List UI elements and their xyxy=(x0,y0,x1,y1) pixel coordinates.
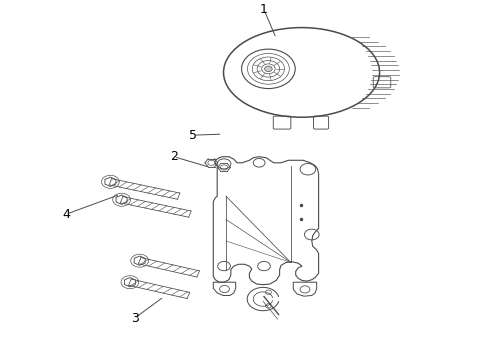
Text: 3: 3 xyxy=(131,311,139,325)
Text: 1: 1 xyxy=(260,3,267,16)
Text: 5: 5 xyxy=(189,129,197,142)
Text: 4: 4 xyxy=(62,208,70,221)
Circle shape xyxy=(264,66,272,72)
Text: 2: 2 xyxy=(169,150,177,163)
